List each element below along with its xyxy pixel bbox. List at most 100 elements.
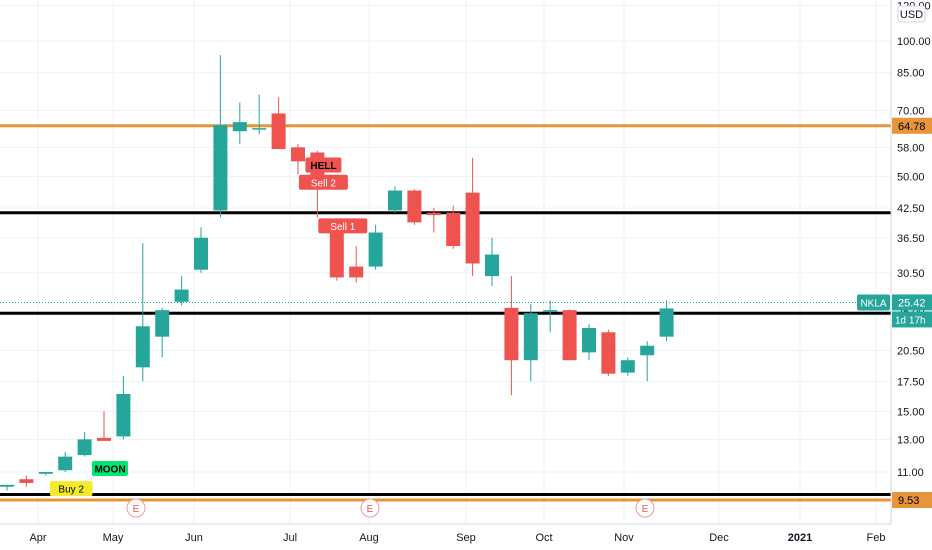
candle-body: [194, 237, 208, 270]
currency-badge[interactable]: USD: [897, 5, 926, 23]
candle[interactable]: [329, 224, 344, 281]
time-tick-label: Oct: [535, 532, 552, 544]
candle-body: [232, 122, 247, 132]
earnings-marker[interactable]: E: [635, 498, 655, 518]
time-tick-label: Jul: [283, 532, 297, 544]
candle[interactable]: [504, 276, 519, 396]
candle[interactable]: [407, 189, 422, 225]
earnings-letter: E: [642, 504, 649, 515]
time-tick-label: Apr: [29, 532, 46, 544]
candle-body: [58, 456, 73, 471]
symbol-badge: NKLA: [860, 298, 886, 309]
candle-body: [19, 479, 34, 483]
candle[interactable]: [271, 97, 286, 150]
price-tick-label: 58.00: [897, 142, 925, 154]
candle[interactable]: [38, 472, 53, 476]
candle[interactable]: [543, 300, 558, 333]
signal-label-text: Sell 2: [311, 178, 336, 189]
time-tick-label: Jun: [185, 532, 203, 544]
candle-body: [562, 310, 577, 361]
price-axis[interactable]: 120.00100.0085.0070.0058.0050.0042.5036.…: [897, 0, 931, 479]
level-price-label: 9.53: [892, 492, 932, 509]
candle[interactable]: [252, 94, 267, 135]
candle-body: [582, 327, 596, 353]
candle[interactable]: [659, 300, 674, 342]
candle[interactable]: [368, 224, 383, 270]
candle[interactable]: [601, 329, 616, 376]
candle[interactable]: [485, 237, 499, 287]
candle[interactable]: [194, 227, 208, 273]
signal-label[interactable]: Sell 2: [298, 174, 348, 190]
candle[interactable]: [174, 276, 189, 306]
last-price-bg: [892, 294, 932, 311]
time-tick-label: Dec: [709, 532, 729, 544]
signal-label-bg: [298, 174, 348, 190]
candle[interactable]: [426, 208, 441, 233]
currency-label: USD: [900, 9, 923, 21]
signal-label[interactable]: HELL: [305, 157, 342, 173]
candle-body: [271, 113, 286, 150]
candle[interactable]: [0, 484, 14, 491]
candle-body: [388, 190, 402, 211]
level-price-label-bg: [892, 117, 932, 134]
candle[interactable]: [155, 307, 170, 358]
candle-body: [543, 310, 558, 312]
candle-body: [38, 472, 53, 474]
candle-body: [426, 212, 441, 216]
candle-body: [116, 394, 131, 437]
candle[interactable]: [620, 357, 635, 376]
last-price-value: 25.42: [898, 297, 926, 309]
earnings-marker[interactable]: E: [126, 498, 146, 518]
price-axis-background: [891, 0, 932, 550]
candle[interactable]: [77, 432, 92, 457]
price-tick-label: 30.50: [897, 268, 925, 280]
signal-label[interactable]: Buy 2: [49, 481, 93, 497]
candle[interactable]: [582, 323, 596, 361]
candle[interactable]: [562, 309, 577, 361]
signal-label[interactable]: Sell 1: [318, 218, 368, 234]
candle[interactable]: [97, 411, 111, 441]
level-price-label-text: 64.78: [898, 121, 926, 133]
price-tick-label: 36.50: [897, 233, 925, 245]
time-tick-label: 2021: [788, 532, 812, 544]
candle[interactable]: [135, 243, 150, 382]
price-tick-label: 100.00: [897, 36, 931, 48]
price-tick-label: 13.00: [897, 434, 925, 446]
signal-label-bg: [318, 218, 368, 234]
candle[interactable]: [116, 375, 131, 440]
earnings-marker[interactable]: E: [360, 498, 380, 518]
candle[interactable]: [232, 102, 247, 145]
candle[interactable]: [465, 157, 480, 277]
candle[interactable]: [291, 144, 305, 175]
candle[interactable]: [58, 451, 73, 472]
candle[interactable]: [388, 186, 402, 213]
candle[interactable]: [446, 205, 461, 249]
earnings-circle: [126, 498, 146, 518]
candle[interactable]: [349, 245, 364, 283]
candle[interactable]: [523, 304, 538, 382]
time-tick-label: May: [103, 532, 124, 544]
level-price-label-bg: [892, 492, 932, 509]
price-tick-label: 70.00: [897, 106, 925, 118]
time-tick-label: Nov: [614, 532, 634, 544]
candle-body: [252, 128, 267, 130]
price-tick-label: 85.00: [897, 68, 925, 80]
price-tick-label: 11.00: [897, 467, 924, 479]
candle-body: [640, 345, 655, 356]
earnings-circle: [360, 498, 380, 518]
candle[interactable]: [19, 475, 34, 487]
candle-body: [504, 307, 519, 361]
countdown-text: 1d 17h: [895, 315, 926, 326]
candle[interactable]: [213, 55, 228, 218]
time-axis[interactable]: Apr May Jun Jul Aug Sep Oct Nov Dec 2021 Feb: [29, 532, 885, 544]
candle[interactable]: [640, 341, 655, 382]
last-price-label: NKLA 25.42 1d 17h: [857, 294, 932, 328]
signal-label-text: Sell 1: [330, 222, 355, 233]
candle-body: [155, 310, 170, 337]
candle-body: [174, 289, 189, 302]
signal-annotations: HELL Sell 2 Sell 1 MOON Buy 2: [49, 157, 368, 497]
candle-body: [213, 125, 228, 211]
signal-label[interactable]: MOON: [92, 460, 128, 476]
signal-label-bg: [305, 157, 342, 173]
